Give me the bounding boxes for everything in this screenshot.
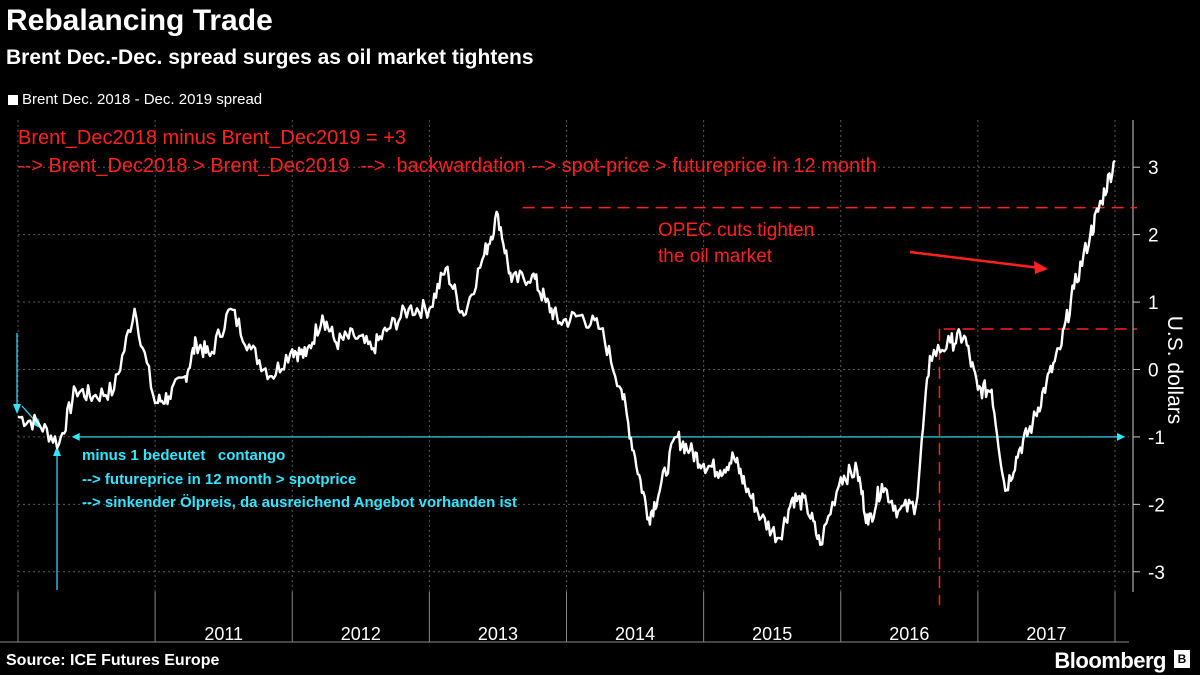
y-tick-label: -3 bbox=[1148, 563, 1165, 584]
source-note: Source: ICE Futures Europe bbox=[6, 652, 220, 669]
tick-labels: 3 2 1 0 -1 -2 -3 2011 2012 2013 2014 2015 2016 2017 bbox=[204, 158, 1165, 644]
overlays bbox=[13, 206, 1137, 605]
annotation-opec-1: OPEC cuts tighten bbox=[658, 220, 814, 241]
annotation-red-1: Brent_Dec2018 minus Brent_Dec2019 = +3 bbox=[18, 127, 406, 149]
y-tick-label: 3 bbox=[1148, 158, 1159, 179]
x-tick-label: 2014 bbox=[615, 624, 655, 644]
x-tick-label: 2011 bbox=[204, 624, 243, 644]
annotation-red-2: --> Brent_Dec2018 > Brent_Dec2019 --> ba… bbox=[18, 155, 877, 177]
cyan-down-arrow bbox=[13, 404, 21, 414]
legend-swatch bbox=[8, 94, 18, 105]
contango-arrow-right bbox=[1117, 432, 1125, 441]
series-line-spread bbox=[17, 159, 1116, 546]
x-tick-label: 2017 bbox=[1026, 624, 1066, 644]
legend: Brent Dec. 2018 - Dec. 2019 spread bbox=[8, 91, 262, 108]
y-tick-label: 1 bbox=[1148, 293, 1159, 314]
y-tick-label: 2 bbox=[1148, 226, 1159, 247]
annotation-cyan-3: --> sinkender Ölpreis, da ausreichend An… bbox=[82, 494, 517, 511]
x-tick-label: 2012 bbox=[341, 624, 381, 644]
annotation-cyan-2: --> futureprice in 12 month > spotprice bbox=[82, 471, 356, 488]
y-tick-label: -2 bbox=[1148, 495, 1165, 516]
annotation-cyan-1: minus 1 bedeutet contango bbox=[82, 447, 285, 464]
chart-title: Rebalancing Trade bbox=[6, 4, 273, 37]
legend-label: Brent Dec. 2018 - Dec. 2019 spread bbox=[22, 91, 263, 108]
axes bbox=[0, 120, 1140, 643]
x-tick-label: 2013 bbox=[478, 624, 518, 644]
grid bbox=[17, 120, 1129, 592]
contango-arrow-left bbox=[71, 432, 80, 441]
opec-arrow-head bbox=[1034, 261, 1048, 274]
annotation-opec-2: the oil market bbox=[658, 246, 773, 267]
y-tick-label: 0 bbox=[1148, 360, 1159, 381]
cyan-up-arrow bbox=[53, 446, 61, 456]
y-axis-label: U.S. dollars bbox=[1163, 316, 1186, 425]
y-tick-label: -1 bbox=[1148, 428, 1165, 449]
chart-subtitle: Brent Dec.-Dec. spread surges as oil mar… bbox=[6, 46, 534, 69]
opec-arrow-shaft bbox=[909, 250, 1041, 270]
bloomberg-terminal-icon: B bbox=[1174, 650, 1190, 668]
x-tick-label: 2015 bbox=[752, 624, 792, 644]
brand-logo: Bloomberg bbox=[1054, 648, 1166, 673]
x-tick-label: 2016 bbox=[889, 624, 929, 644]
